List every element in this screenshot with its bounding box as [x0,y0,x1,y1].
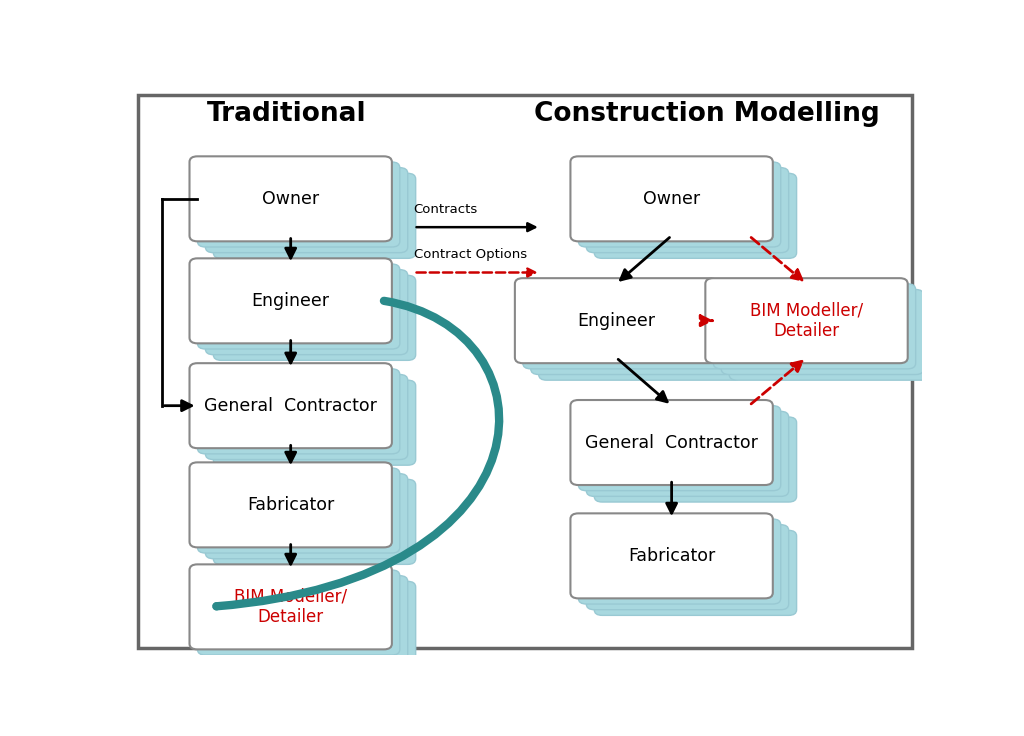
FancyBboxPatch shape [587,168,788,252]
FancyBboxPatch shape [706,278,907,363]
FancyBboxPatch shape [189,363,392,448]
FancyBboxPatch shape [539,295,741,381]
FancyBboxPatch shape [587,411,788,496]
FancyBboxPatch shape [579,406,780,491]
FancyBboxPatch shape [587,525,788,609]
Text: General  Contractor: General Contractor [585,434,758,451]
FancyBboxPatch shape [137,95,912,648]
FancyBboxPatch shape [213,174,416,258]
FancyBboxPatch shape [198,264,399,349]
Text: Contracts: Contracts [414,203,478,216]
FancyBboxPatch shape [213,275,416,361]
FancyBboxPatch shape [189,462,392,548]
FancyBboxPatch shape [206,375,408,459]
FancyBboxPatch shape [206,269,408,355]
FancyBboxPatch shape [523,284,725,369]
Text: BIM Modeller/
Detailer: BIM Modeller/ Detailer [234,587,347,626]
FancyBboxPatch shape [570,156,773,241]
FancyBboxPatch shape [189,565,392,649]
FancyBboxPatch shape [189,258,392,344]
FancyBboxPatch shape [594,417,797,502]
FancyBboxPatch shape [594,174,797,258]
FancyBboxPatch shape [213,479,416,565]
Text: Construction Modelling: Construction Modelling [535,101,881,127]
Text: Engineer: Engineer [252,292,330,310]
Text: General  Contractor: General Contractor [204,397,377,414]
FancyArrowPatch shape [216,301,499,606]
FancyBboxPatch shape [579,519,780,604]
FancyBboxPatch shape [729,295,932,381]
Text: Fabricator: Fabricator [628,547,715,565]
FancyBboxPatch shape [213,381,416,465]
FancyBboxPatch shape [515,278,717,363]
FancyBboxPatch shape [206,576,408,661]
FancyBboxPatch shape [530,289,733,375]
FancyBboxPatch shape [198,162,399,247]
Text: Owner: Owner [643,190,700,208]
FancyBboxPatch shape [198,570,399,655]
Text: Engineer: Engineer [578,311,655,330]
Text: Traditional: Traditional [207,101,367,127]
FancyBboxPatch shape [198,369,399,454]
FancyBboxPatch shape [189,156,392,241]
FancyBboxPatch shape [714,284,915,369]
FancyBboxPatch shape [198,468,399,553]
FancyBboxPatch shape [213,581,416,666]
FancyBboxPatch shape [594,531,797,615]
FancyBboxPatch shape [570,400,773,485]
FancyBboxPatch shape [721,289,924,375]
FancyBboxPatch shape [570,514,773,598]
Text: Owner: Owner [262,190,319,208]
Text: Fabricator: Fabricator [247,496,334,514]
FancyBboxPatch shape [206,474,408,559]
FancyBboxPatch shape [579,162,780,247]
Text: BIM Modeller/
Detailer: BIM Modeller/ Detailer [750,301,863,340]
Text: Contract Options: Contract Options [414,248,526,261]
FancyBboxPatch shape [206,168,408,252]
